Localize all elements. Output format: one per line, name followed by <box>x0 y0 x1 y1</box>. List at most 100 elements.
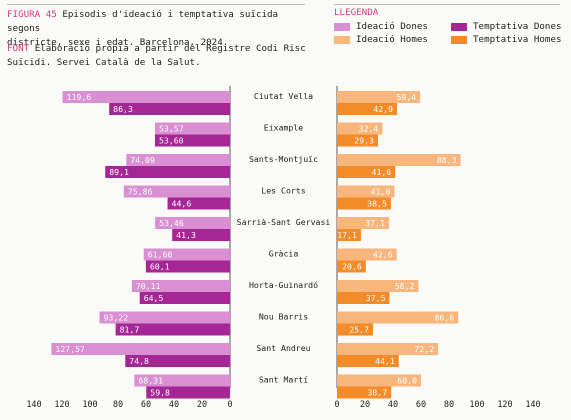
tick-label: 20 <box>197 400 207 410</box>
bar <box>337 323 373 336</box>
bar <box>155 122 230 135</box>
bar <box>105 166 230 178</box>
data-label: 81,7 <box>120 325 140 335</box>
bar <box>337 185 395 198</box>
data-label: 72,2 <box>414 344 434 354</box>
bar <box>155 217 230 229</box>
data-label: 68,31 <box>138 376 163 386</box>
legend-label: Temptativa Homes <box>473 34 562 45</box>
category-label: Horta-Guinardó <box>249 280 318 290</box>
data-label: 17,1 <box>337 230 357 240</box>
data-label: 59,4 <box>396 92 416 102</box>
data-label: 74,09 <box>130 155 155 165</box>
category-label: Ciutat Vella <box>254 91 313 101</box>
tick-label: 40 <box>388 400 398 410</box>
category-label: Sarrià-Sant Gervasi <box>237 217 331 227</box>
data-label: 59,8 <box>150 388 170 398</box>
source-label: FONT <box>7 43 30 54</box>
bar <box>337 374 421 387</box>
bar <box>337 311 459 324</box>
data-label: 58,2 <box>395 281 415 291</box>
data-label: 37,1 <box>365 218 385 228</box>
legend-swatch <box>334 22 350 31</box>
legend-label: Temptativa Dones <box>473 21 562 32</box>
legend-swatch <box>451 35 467 44</box>
figure-label: FIGURA 45 <box>7 9 57 20</box>
bar <box>131 280 230 292</box>
bar <box>337 386 392 399</box>
category-label: Nou Barris <box>259 312 308 322</box>
data-label: 70,11 <box>136 281 161 291</box>
data-label: 88,3 <box>437 155 457 165</box>
category-label: Sant Martí <box>259 375 308 385</box>
data-label: 60,0 <box>397 376 417 386</box>
data-label: 89,1 <box>109 167 129 177</box>
legend-swatch <box>451 22 467 31</box>
data-label: 127,57 <box>55 344 85 354</box>
data-label: 25,7 <box>349 325 369 335</box>
bar <box>337 343 439 355</box>
bar <box>337 292 390 304</box>
bar <box>139 292 230 304</box>
category-label: Sant Andreu <box>256 343 310 353</box>
tick-label: 120 <box>497 400 512 410</box>
bar <box>143 248 230 261</box>
tick-label: 20 <box>360 400 370 410</box>
bar <box>337 229 361 241</box>
tick-label: 80 <box>444 400 454 410</box>
legend-item-temptativa-dones: Temptativa Dones <box>451 21 562 32</box>
data-label: 37,5 <box>366 293 386 303</box>
legend-swatch <box>334 35 350 44</box>
data-label: 53,57 <box>159 124 184 134</box>
source-line2: Suïcidi. Servei Català de la Salut. <box>7 57 201 68</box>
bar <box>337 355 399 367</box>
bar <box>337 154 461 166</box>
data-label: 74,8 <box>129 356 149 366</box>
figure-title-line1: Episodis d'ideació i temptativa suïcida … <box>7 9 279 34</box>
data-label: 64,5 <box>144 293 164 303</box>
tick-label: 40 <box>169 400 179 410</box>
bar <box>337 122 383 135</box>
bar <box>337 260 366 273</box>
bar <box>146 386 230 399</box>
bar <box>125 355 230 367</box>
data-label: 42,9 <box>373 104 393 114</box>
bar <box>337 248 397 261</box>
tick-label: 100 <box>82 400 97 410</box>
tick-label: 100 <box>469 400 484 410</box>
data-label: 44,6 <box>172 199 192 209</box>
data-label: 119,6 <box>67 92 92 102</box>
data-label: 93,22 <box>103 313 128 323</box>
data-label: 38,7 <box>367 388 387 398</box>
bar <box>337 91 421 103</box>
bar <box>337 166 396 178</box>
bar <box>99 311 230 324</box>
category-label: Les Corts <box>261 186 305 196</box>
bar <box>337 103 398 115</box>
tick-label: 120 <box>54 400 69 410</box>
legend-item-temptativa-homes: Temptativa Homes <box>451 34 562 45</box>
data-label: 20,6 <box>342 262 362 272</box>
bar <box>337 134 379 147</box>
tick-label: 140 <box>26 400 41 410</box>
bar <box>62 91 231 103</box>
data-label: 41,0 <box>371 187 391 197</box>
category-label: Gràcia <box>269 249 299 259</box>
bar <box>109 103 230 115</box>
data-label: 41,3 <box>176 230 196 240</box>
data-label: 42,6 <box>373 250 393 260</box>
data-label: 53,60 <box>159 136 184 146</box>
data-label: 41,6 <box>372 167 392 177</box>
bar <box>172 229 230 241</box>
data-label: 29,3 <box>354 136 374 146</box>
data-label: 75,86 <box>128 187 153 197</box>
bar <box>123 185 230 198</box>
figure-title-line2: districte, sexe i edat. Barcelona, 2024. <box>7 37 229 48</box>
tick-label: 0 <box>334 400 339 410</box>
legend-label: Ideació Dones <box>356 21 428 32</box>
data-label: 86,6 <box>435 313 455 323</box>
tick-label: 60 <box>416 400 426 410</box>
legend-title: LLEGENDA <box>334 7 379 18</box>
bar <box>115 323 230 336</box>
